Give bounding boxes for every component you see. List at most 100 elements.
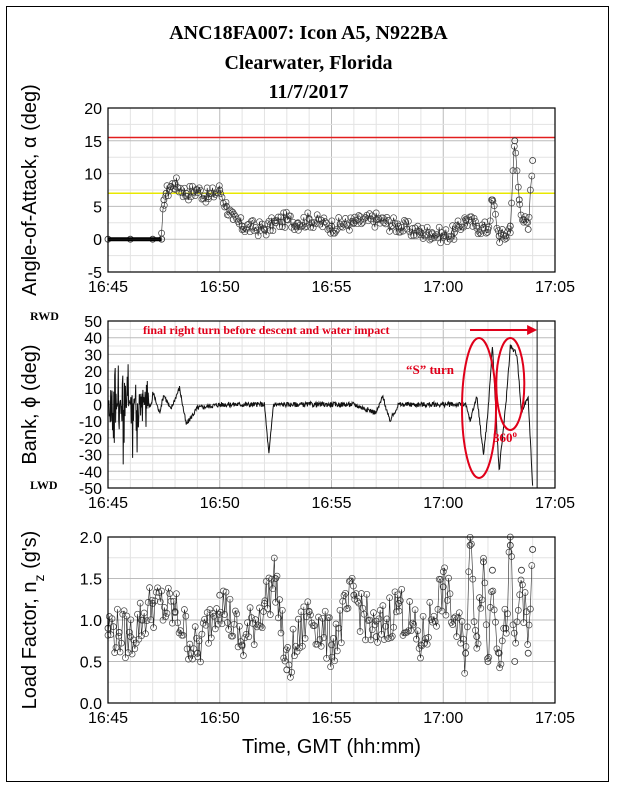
data-point-dense	[502, 234, 510, 242]
data-point-dense	[166, 590, 174, 597]
y-tick-label: 0.5	[80, 655, 102, 672]
data-point-dense	[391, 219, 399, 227]
y-tick-label: 20	[84, 364, 102, 381]
data-point-dense	[403, 628, 411, 636]
data-point-dense	[417, 654, 424, 662]
data-point-dense	[244, 221, 251, 229]
y-tick-label: 40	[84, 331, 102, 348]
data-point-dense	[462, 217, 470, 225]
annotation-s-turn: “S” turn	[406, 362, 455, 377]
data-point-dense	[269, 227, 277, 234]
data-point-dense	[380, 219, 388, 226]
data-point-dense	[154, 584, 161, 592]
data-point-dense	[450, 236, 458, 243]
data-point-dense	[354, 597, 361, 605]
data-point-dense	[489, 197, 497, 205]
data-point	[511, 137, 519, 145]
data-point-dense	[407, 232, 415, 239]
data-point-dense	[501, 235, 509, 243]
data-point-dense	[152, 588, 160, 596]
data-point-dense	[209, 184, 216, 192]
data-point-dense	[418, 224, 426, 232]
data-point	[160, 196, 168, 204]
data-point-dense	[170, 185, 178, 193]
data-point-dense	[173, 174, 180, 182]
data-point-dense	[307, 611, 314, 619]
data-point-dense	[423, 223, 431, 231]
y-axis-label: Angle-of-Attack, α (deg)	[19, 84, 41, 296]
data-point-dense	[386, 227, 393, 235]
data-point-dense	[383, 214, 391, 221]
data-point-dense	[401, 217, 408, 224]
data-point-dense	[320, 214, 328, 222]
data-point-dense	[246, 228, 254, 236]
y-axis-label: Load Factor, nz (g's)	[19, 531, 47, 710]
y-tick-label: 20	[84, 101, 102, 118]
data-point-dense	[485, 223, 493, 231]
data-point-dense	[281, 657, 289, 665]
series-connector	[107, 536, 533, 678]
data-point-dense	[237, 214, 245, 221]
data-point	[272, 219, 280, 227]
data-point-dense	[229, 632, 237, 640]
data-point-dense	[347, 214, 355, 222]
annotation-360: 360o	[493, 429, 518, 445]
data-point-dense	[319, 223, 326, 231]
data-point-dense	[248, 217, 255, 225]
data-point-dense	[249, 217, 257, 224]
figure-frame	[6, 6, 609, 782]
data-point-dense	[376, 219, 384, 227]
y-tick-label: 1.0	[80, 613, 102, 630]
data-point-dense	[384, 217, 392, 224]
data-point-dense	[297, 223, 305, 231]
data-point	[511, 658, 519, 665]
data-point-dense	[356, 213, 364, 220]
y-tick-label: 10	[84, 167, 102, 184]
data-point-dense	[305, 607, 313, 615]
x-tick-label: 16:55	[311, 710, 351, 727]
data-point	[524, 225, 532, 233]
series-connector	[108, 146, 533, 243]
data-point-dense	[156, 598, 164, 606]
x-axis-title: Time, GMT (hh:mm)	[242, 736, 421, 758]
plot-frame	[107, 320, 556, 489]
data-point	[283, 216, 291, 223]
data-point-dense	[273, 217, 281, 225]
lwd-label: LWD	[30, 478, 58, 492]
data-point	[495, 649, 503, 657]
data-point-dense	[321, 218, 329, 225]
x-tick-label: 17:05	[535, 495, 575, 512]
x-tick-label: 16:55	[311, 495, 351, 512]
data-point-dense	[461, 214, 469, 222]
x-tick-label: 17:00	[423, 710, 463, 727]
data-point-dense	[394, 220, 402, 228]
data-point-dense	[262, 231, 270, 239]
data-point-dense	[484, 228, 491, 236]
data-point-dense	[287, 673, 294, 681]
data-point-dense	[217, 190, 224, 198]
data-point-dense	[325, 225, 333, 232]
data-point-dense	[351, 213, 359, 221]
data-point-dense	[425, 228, 432, 236]
data-point-dense	[387, 223, 395, 231]
x-tick-label: 17:00	[423, 279, 463, 296]
data-point-dense	[426, 236, 434, 244]
data-point-dense	[392, 228, 400, 236]
x-tick-label: 17:05	[535, 279, 575, 296]
data-point-dense	[352, 217, 360, 224]
data-point-dense	[470, 214, 478, 222]
data-point-dense	[183, 192, 191, 200]
figure-title-line1: ANC18FA007: Icon A5, N922BA	[169, 22, 448, 44]
data-point	[216, 591, 224, 599]
data-point-dense	[510, 629, 518, 637]
data-point	[524, 649, 532, 657]
data-point-dense	[460, 223, 467, 231]
y-tick-label: 0.0	[80, 696, 102, 713]
data-point-dense	[261, 227, 269, 234]
annotation-arrow-head	[527, 325, 538, 335]
data-point-dense	[335, 214, 343, 221]
x-tick-label: 17:05	[535, 710, 575, 727]
data-point-dense	[215, 182, 223, 190]
annotation-360-ellipse	[495, 337, 526, 431]
